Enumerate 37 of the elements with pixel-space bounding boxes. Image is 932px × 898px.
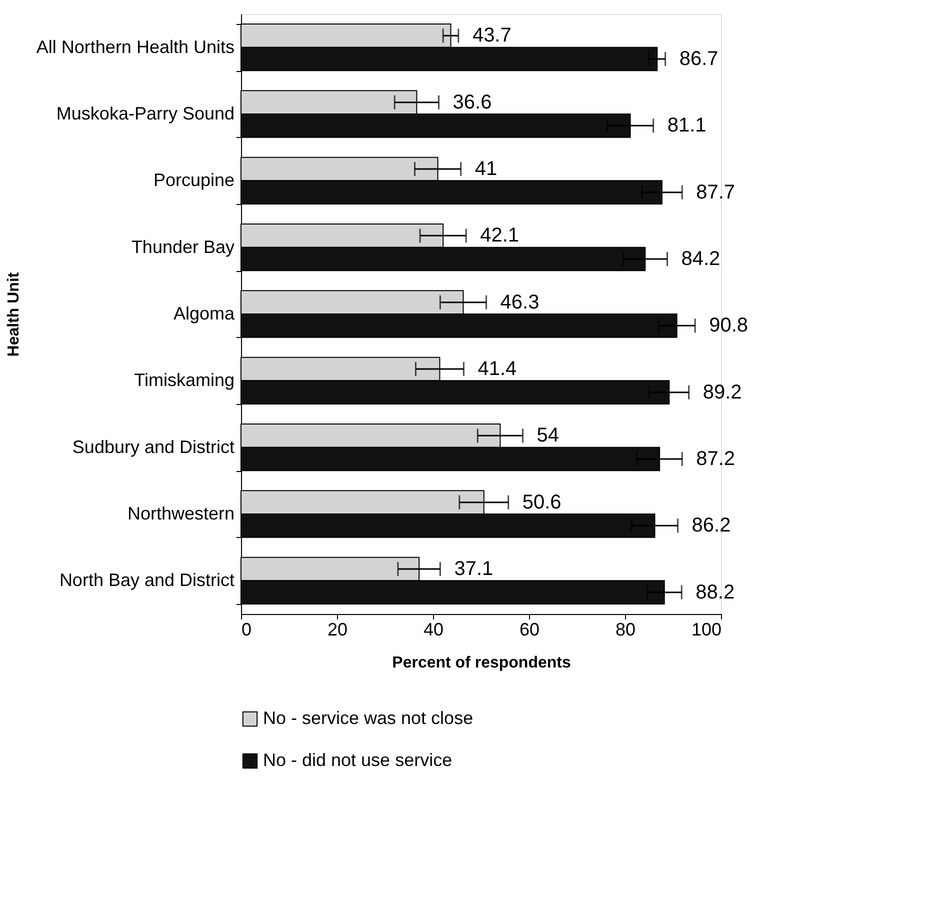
data-label: 88.2 xyxy=(696,581,735,604)
x-tick-label: 100 xyxy=(691,620,722,640)
data-label: 43.7 xyxy=(472,24,512,47)
data-label: 54 xyxy=(536,424,560,447)
y-tick-label: Northwestern xyxy=(127,504,234,524)
y-tick-label: Porcupine xyxy=(153,170,234,190)
x-axis-title: Percent of respondents xyxy=(392,654,571,672)
data-label: 86.7 xyxy=(679,48,718,70)
data-label: 86.2 xyxy=(692,514,731,537)
y-tick-label: Sudbury and District xyxy=(72,436,234,457)
data-label: 81.1 xyxy=(667,114,706,137)
legend-label: No - service was not close xyxy=(263,708,474,728)
data-label: 84.2 xyxy=(681,248,720,270)
data-label: 37.1 xyxy=(454,558,494,580)
data-label: 42.1 xyxy=(480,224,520,247)
x-tick-label: 0 xyxy=(242,620,252,640)
y-tick-label: Timiskaming xyxy=(134,370,234,390)
y-tick-label: Muskoka-Parry Sound xyxy=(56,104,234,124)
data-label: 36.6 xyxy=(452,91,492,114)
data-label: 90.8 xyxy=(709,314,748,337)
y-tick-label: All Northern Health Units xyxy=(36,36,234,57)
data-label: 41 xyxy=(474,158,498,180)
y-tick-label: Thunder Bay xyxy=(131,236,234,257)
data-label: 87.7 xyxy=(696,181,736,204)
legend-label: No - did not use service xyxy=(263,750,452,770)
y-tick-label: Algoma xyxy=(173,304,236,324)
x-tick-label: 60 xyxy=(519,620,540,640)
x-tick-label: 80 xyxy=(615,620,636,640)
data-label: 89.2 xyxy=(702,381,742,404)
y-tick-label: North Bay and District xyxy=(59,570,234,590)
x-tick-label: 40 xyxy=(423,620,444,640)
data-label: 46.3 xyxy=(500,291,540,314)
data-label: 50.6 xyxy=(522,491,562,514)
y-axis-title: Health Unit xyxy=(6,272,22,357)
x-tick-label: 20 xyxy=(327,620,348,640)
data-label: 41.4 xyxy=(478,358,517,380)
data-label: 87.2 xyxy=(696,448,736,470)
